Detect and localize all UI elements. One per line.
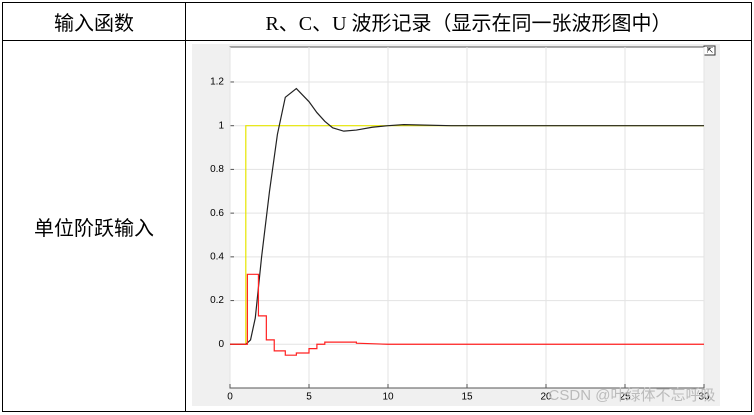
x-tick-label: 10 — [382, 392, 394, 403]
x-tick-label: 15 — [461, 392, 473, 403]
series-line — [230, 87, 704, 345]
series-line — [230, 273, 704, 356]
x-tick-label: 25 — [619, 392, 631, 403]
x-tick-label: 0 — [227, 392, 233, 403]
y-tick-label: 1 — [218, 120, 224, 131]
icon-glyph: ⇱ — [707, 46, 714, 55]
y-tick-label: 0.6 — [210, 208, 224, 219]
x-tick-label: 30 — [698, 392, 710, 403]
y-tick-label: 0.8 — [210, 164, 224, 175]
y-tick-label: 1.2 — [210, 77, 224, 88]
watermark: CSDN @叶绿体不忘呼吸 — [549, 387, 716, 404]
y-tick-label: 0 — [218, 339, 224, 350]
x-tick-label: 20 — [540, 392, 552, 403]
y-tick-label: 0.2 — [210, 295, 224, 306]
chart-cell — [185, 40, 752, 412]
y-tick-label: 0.4 — [210, 251, 224, 262]
x-tick-label: 5 — [306, 392, 312, 403]
